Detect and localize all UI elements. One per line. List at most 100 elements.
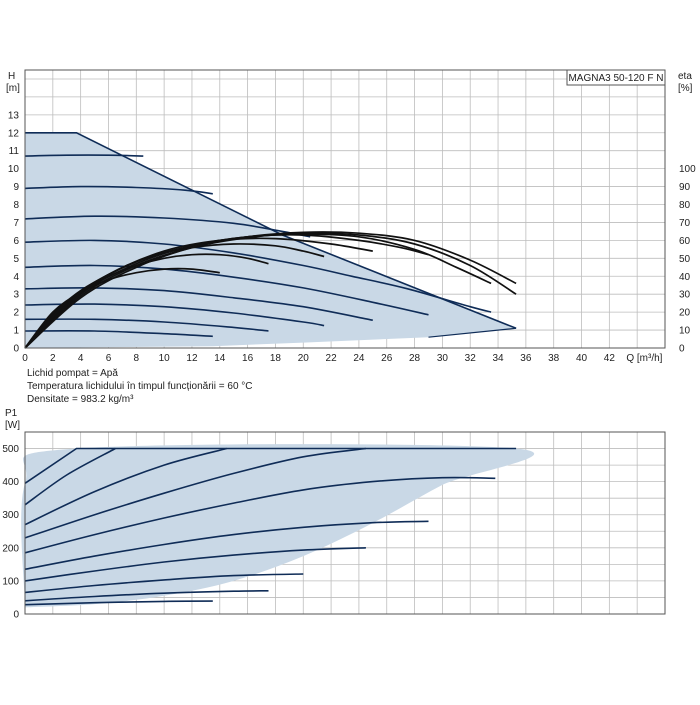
power-frame xyxy=(24,431,666,615)
x-tick-label: 36 xyxy=(520,353,532,364)
eta-tick-label: 20 xyxy=(679,308,691,319)
y-tick-label: 0 xyxy=(13,344,19,355)
y-tick-label: 9 xyxy=(13,182,19,193)
efficiency-curve xyxy=(24,232,517,349)
y-tick-label: 13 xyxy=(8,110,20,121)
head-envelope-fill xyxy=(25,132,517,348)
note-fluid: Lichid pompat = Apă xyxy=(27,368,118,379)
eta-tick-label: 0 xyxy=(679,344,685,355)
x-tick-label: 34 xyxy=(492,353,504,364)
y-tick-label: 12 xyxy=(8,128,20,139)
x-tick-label: 10 xyxy=(159,353,171,364)
x-tick-label: 42 xyxy=(604,353,616,364)
efficiency-axis-unit: [%] xyxy=(678,83,693,94)
power-speed-curve xyxy=(24,573,304,594)
efficiency-curve xyxy=(24,237,373,349)
power-axis-ticks: 0 100 200 300 400 500 xyxy=(2,444,19,620)
y-tick-label: 4 xyxy=(13,272,19,283)
note-density: Densitate = 983.2 kg/m³ xyxy=(27,394,134,405)
x-tick-label: 30 xyxy=(437,353,449,364)
y-tick-label: 8 xyxy=(13,200,19,211)
power-speed-curve xyxy=(24,600,213,606)
head-speed-curve xyxy=(24,264,429,316)
y-tick-label: 5 xyxy=(13,254,19,265)
eta-tick-label: 70 xyxy=(679,218,691,229)
x-tick-label: 32 xyxy=(465,353,477,364)
power-speed-curve xyxy=(24,520,429,571)
efficiency-curves xyxy=(24,231,517,349)
power-speed-curve xyxy=(24,447,116,506)
efficiency-curve xyxy=(24,267,220,349)
power-y-tick-label: 200 xyxy=(2,543,19,554)
eta-tick-label: 90 xyxy=(679,182,691,193)
x-tick-label: 12 xyxy=(186,353,198,364)
y-tick-label: 11 xyxy=(9,146,20,157)
eta-tick-label: 10 xyxy=(679,326,691,337)
flow-axis-unit: [m³/h] xyxy=(637,353,663,364)
y-tick-label: 10 xyxy=(8,164,20,175)
power-y-tick-label: 400 xyxy=(2,477,19,488)
x-tick-label: 22 xyxy=(326,353,338,364)
model-title: MAGNA3 50-120 F N xyxy=(568,73,663,84)
note-temperature: Temperatura lichidului în timpul funcțio… xyxy=(27,381,253,392)
power-speed-curve xyxy=(24,447,367,539)
power-curves xyxy=(24,447,517,606)
x-tick-label: 2 xyxy=(50,353,56,364)
efficiency-curve xyxy=(24,231,517,349)
head-speed-curve xyxy=(25,132,517,330)
x-tick-label: 0 xyxy=(22,353,28,364)
x-tick-label: 6 xyxy=(106,353,112,364)
power-y-tick-label: 100 xyxy=(2,576,19,587)
eta-tick-label: 60 xyxy=(679,236,691,247)
power-envelope-fill xyxy=(21,444,535,608)
x-tick-label: 4 xyxy=(78,353,84,364)
head-y-axis-label: H xyxy=(8,71,15,82)
x-tick-label: 28 xyxy=(409,353,421,364)
y-tick-label: 7 xyxy=(13,218,19,229)
head-speed-curve xyxy=(24,303,325,327)
head-envelope-area xyxy=(25,132,517,348)
power-y-tick-label: 500 xyxy=(2,444,19,455)
y-tick-label: 3 xyxy=(13,290,19,301)
head-speed-curve xyxy=(24,318,269,332)
power-y-axis-label: P1 xyxy=(5,408,18,419)
y-tick-label: 1 xyxy=(13,326,19,337)
eta-tick-label: 30 xyxy=(679,290,691,301)
head-frame xyxy=(24,69,666,349)
x-tick-label: 8 xyxy=(134,353,140,364)
y-tick-label: 6 xyxy=(13,236,19,247)
head-envelope-edge xyxy=(428,327,517,338)
model-title-box xyxy=(566,69,666,86)
power-speed-curve xyxy=(24,447,517,484)
eta-tick-label: 80 xyxy=(679,200,691,211)
x-tick-label: 14 xyxy=(214,353,226,364)
head-speed-curve xyxy=(24,239,492,313)
power-speed-curve xyxy=(24,590,269,602)
power-speed-curve xyxy=(24,447,227,526)
power-y-axis-unit: [W] xyxy=(5,420,20,431)
head-speed-curve xyxy=(24,215,311,238)
x-tick-label: 16 xyxy=(242,353,254,364)
x-tick-label: 18 xyxy=(270,353,282,364)
power-speed-curve xyxy=(24,547,366,582)
head-speed-curve xyxy=(24,154,144,157)
head-axis-ticks: 0 2 4 6 8 10 12 14 16 18 20 22 24 26 28 30 32 34 36 38 40 420… xyxy=(8,110,696,364)
flow-axis-label: Q xyxy=(626,353,634,364)
power-y-tick-label: 300 xyxy=(2,510,19,521)
head-y-axis-unit: [m] xyxy=(6,83,20,94)
power-chart-panel: 0 100 200 300 400 500 P1 [W] xyxy=(2,408,666,621)
head-speed-curve xyxy=(24,185,213,195)
y-tick-label: 2 xyxy=(13,308,19,319)
x-tick-label: 20 xyxy=(298,353,310,364)
x-tick-label: 40 xyxy=(576,353,588,364)
head-speed-curve xyxy=(24,329,213,338)
power-speed-curve xyxy=(24,476,496,554)
x-tick-label: 38 xyxy=(548,353,560,364)
head-chart-panel: 0 2 4 6 8 10 12 14 16 18 20 22 24 26 28 30 32 34 36 38 40 420… xyxy=(6,69,696,364)
eta-tick-label: 40 xyxy=(679,272,691,283)
eta-tick-label: 100 xyxy=(679,164,696,175)
eta-tick-label: 50 xyxy=(679,254,691,265)
x-tick-label: 26 xyxy=(381,353,393,364)
